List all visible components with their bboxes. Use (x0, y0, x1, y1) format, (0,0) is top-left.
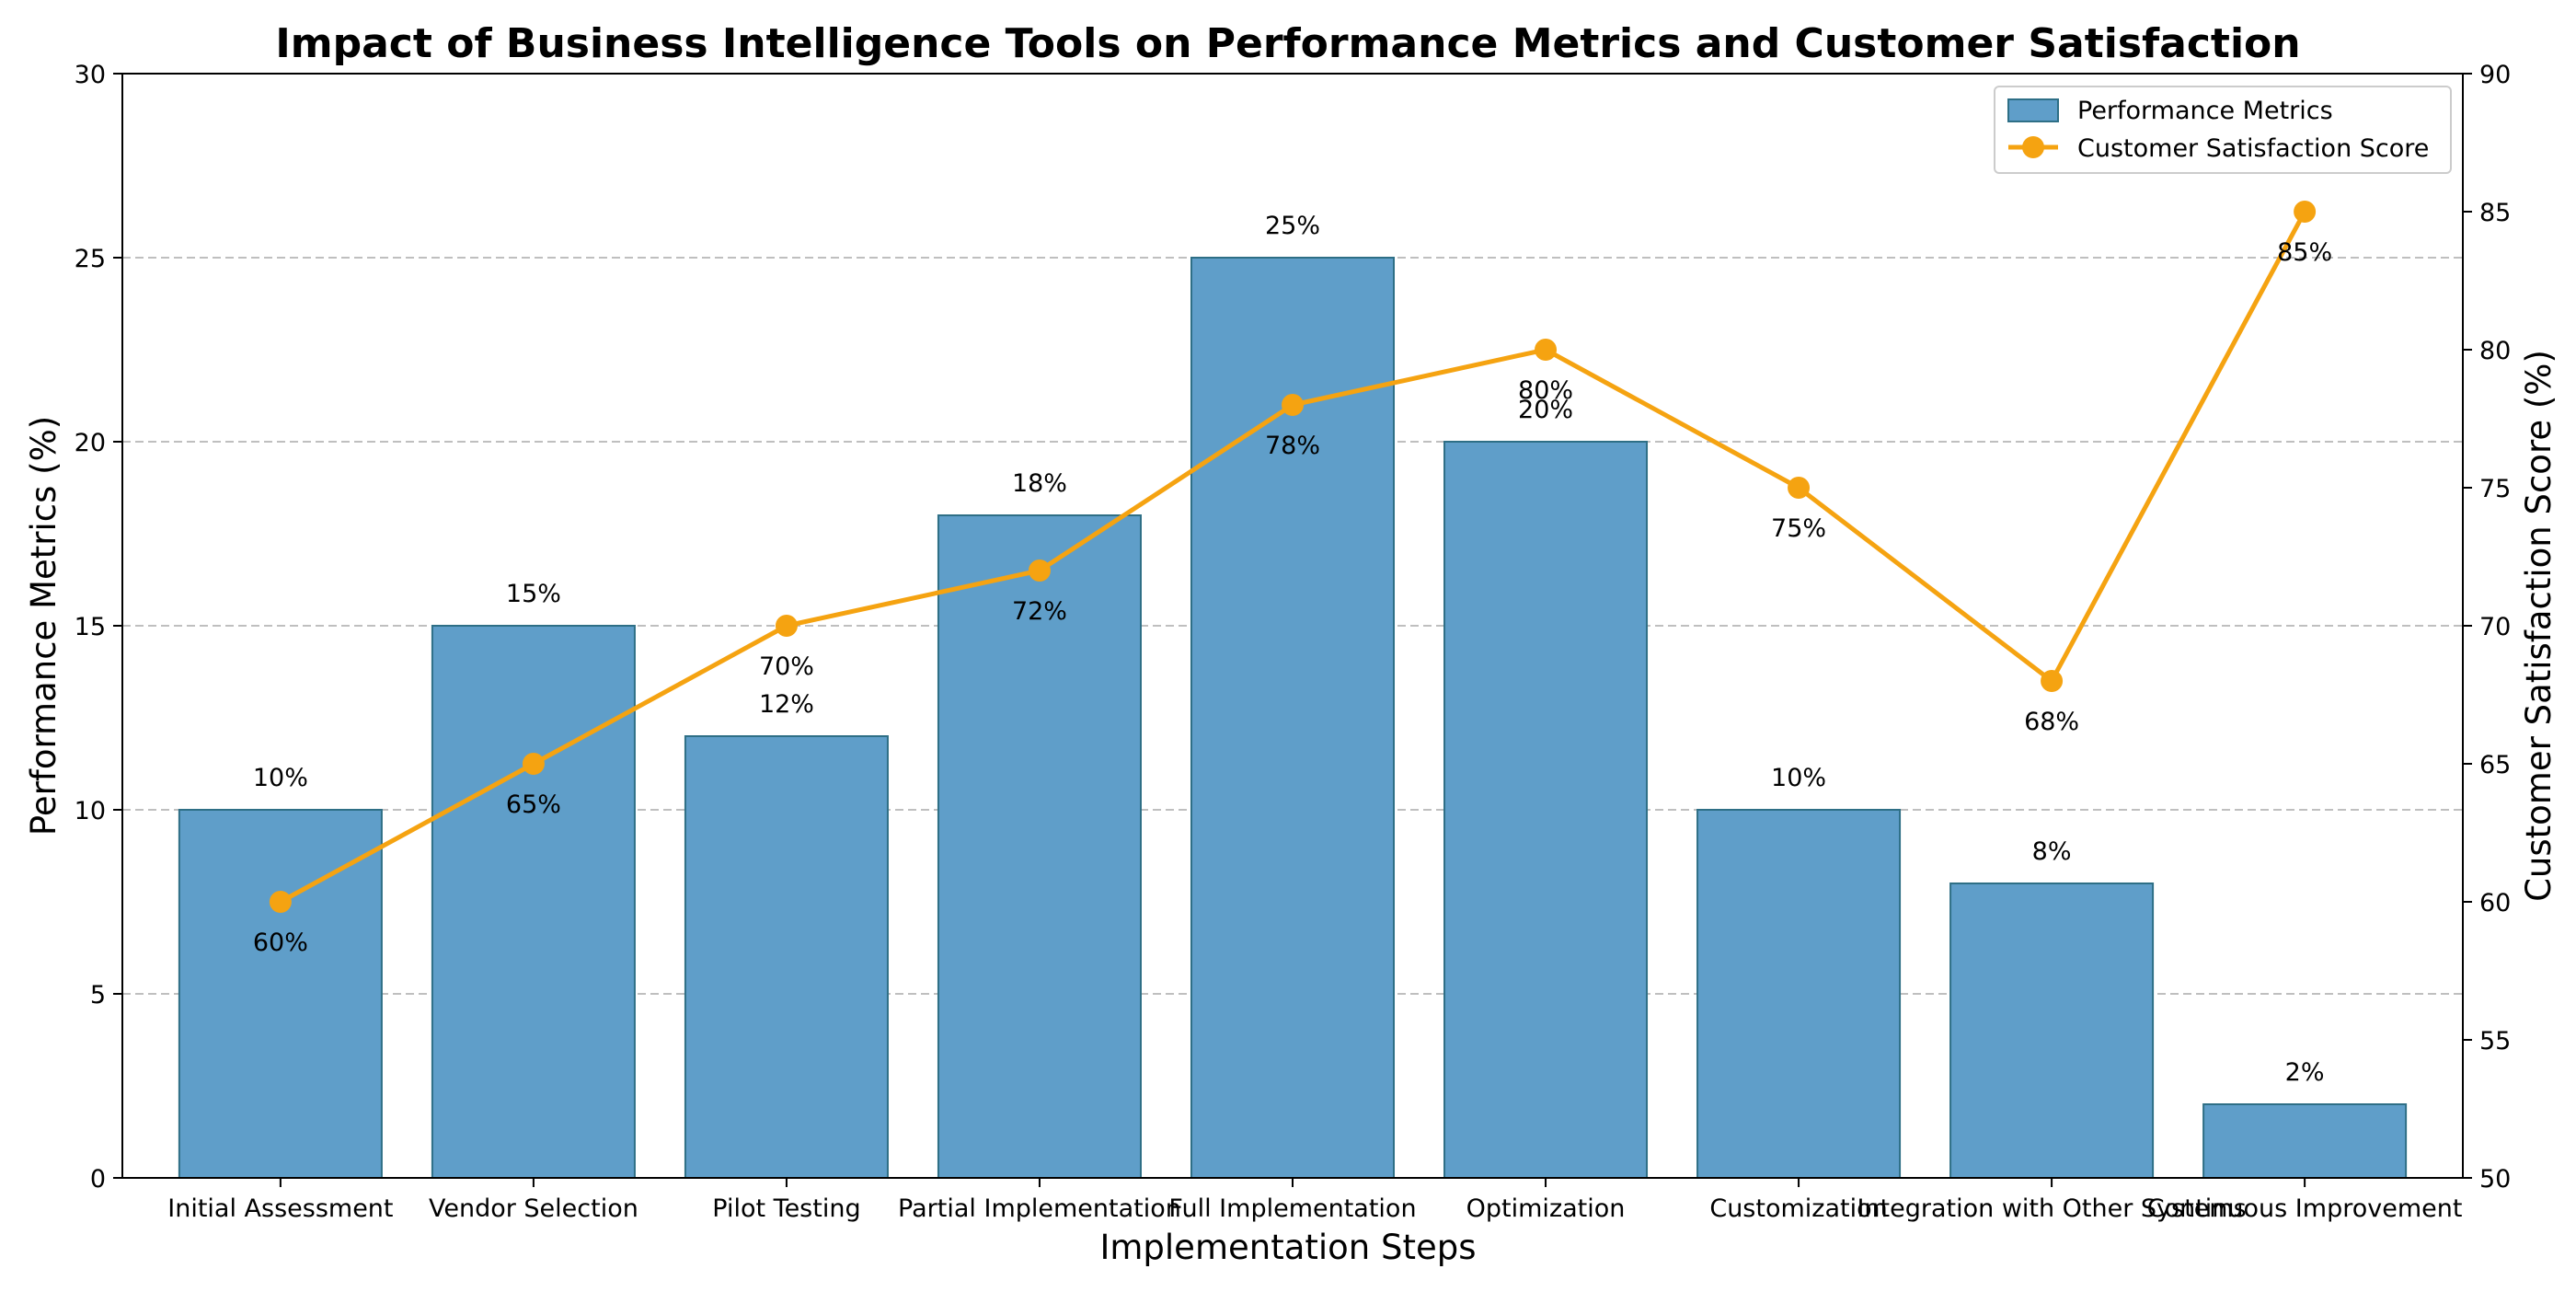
y2-axis-label: Customer Satisfaction Score (%) (2519, 350, 2559, 902)
bar-value-label: 20% (1518, 396, 1573, 424)
satisfaction-value-label: 72% (1012, 597, 1067, 626)
bar (1949, 882, 2155, 1179)
satisfaction-point (775, 615, 798, 637)
satisfaction-value-label: 60% (253, 929, 308, 957)
y2-tick-label: 55 (2479, 1027, 2511, 1056)
satisfaction-point (2041, 670, 2064, 692)
x-tick-label: Full Implementation (1168, 1194, 1416, 1223)
x-axis-label: Implementation Steps (1099, 1228, 1476, 1267)
x-tick-label: Initial Assessment (167, 1194, 393, 1223)
satisfaction-point (1788, 477, 1811, 499)
y-tick-label: 25 (75, 245, 106, 273)
satisfaction-value-label: 85% (2277, 238, 2332, 267)
bar-value-label: 10% (253, 764, 308, 792)
y2-tick-label: 90 (2479, 61, 2511, 89)
label-layer: 10% 15% 12% 18% 25% 20% 10% 8% 2% 60% 65% 70% 72% 78%… (253, 212, 2332, 1087)
bar-value-label: 8% (2032, 837, 2072, 866)
x-tick-label: Vendor Selection (429, 1194, 638, 1223)
satisfaction-point (1282, 394, 1304, 416)
y2-tick-label: 85 (2479, 199, 2511, 227)
y-tick-label: 15 (75, 613, 106, 641)
y-tick-label: 0 (90, 1165, 106, 1194)
x-tick-label: Integration with Other Systems (1857, 1194, 2246, 1223)
satisfaction-value-label: 65% (506, 790, 561, 819)
satisfaction-point (1535, 339, 1558, 361)
y2-tick-label: 50 (2479, 1165, 2511, 1194)
bar (1443, 441, 1649, 1179)
legend-bar-label: Performance Metrics (2077, 97, 2333, 125)
satisfaction-point (2294, 201, 2317, 223)
y-tick-label: 5 (90, 981, 106, 1009)
y2-tick-label: 60 (2479, 889, 2511, 917)
x-tick-label: Partial Implementation (898, 1194, 1181, 1223)
bar (2202, 1103, 2408, 1179)
satisfaction-value-label: 68% (2024, 708, 2079, 736)
line-layer (269, 201, 2317, 913)
chart-title: Impact of Business Intelligence Tools on… (275, 20, 2300, 67)
bar (684, 735, 889, 1179)
y2-tick-label: 65 (2479, 751, 2511, 779)
y2-tick-label: 70 (2479, 613, 2511, 641)
legend-box (1994, 86, 2452, 174)
bar-value-label: 18% (1012, 469, 1067, 498)
y2-tick-label: 80 (2479, 337, 2511, 365)
bar-value-label: 15% (506, 580, 561, 608)
satisfaction-value-label: 78% (1265, 432, 1320, 460)
satisfaction-point (269, 891, 292, 913)
bar-value-label: 12% (759, 690, 814, 719)
legend-line-label: Customer Satisfaction Score (2077, 134, 2429, 163)
x-tick-label: Customization (1709, 1194, 1887, 1223)
bar (431, 625, 636, 1179)
satisfaction-point (522, 753, 545, 775)
bar (1696, 809, 1902, 1179)
y-axis-label: Performance Metrics (%) (24, 416, 63, 836)
legend: Performance Metrics Customer Satisfactio… (1994, 86, 2452, 174)
bar-value-label: 10% (1771, 764, 1826, 792)
x-tick-label: Optimization (1466, 1194, 1626, 1223)
satisfaction-value-label: 70% (759, 652, 814, 681)
y-tick-label: 20 (75, 429, 106, 457)
legend-bar-swatch (2007, 98, 2059, 122)
y-tick-label: 10 (75, 797, 106, 825)
x-tick-label: Continuous Improvement (2147, 1194, 2463, 1223)
satisfaction-value-label: 75% (1771, 514, 1826, 543)
bar (937, 514, 1142, 1179)
legend-line-marker (2022, 136, 2044, 158)
bar (178, 809, 383, 1179)
y2-tick-label: 75 (2479, 475, 2511, 503)
x-tick-label: Pilot Testing (712, 1194, 860, 1223)
satisfaction-value-label: 80% (1518, 376, 1573, 405)
axis-layer: 0 5 10 15 20 25 30 50 55 60 65 70 75 80 85 90 Initial As… (75, 61, 2512, 1223)
satisfaction-point (1028, 559, 1051, 582)
y-tick-label: 30 (75, 61, 106, 89)
bar-value-label: 2% (2285, 1058, 2325, 1087)
bar-value-label: 25% (1265, 212, 1320, 240)
